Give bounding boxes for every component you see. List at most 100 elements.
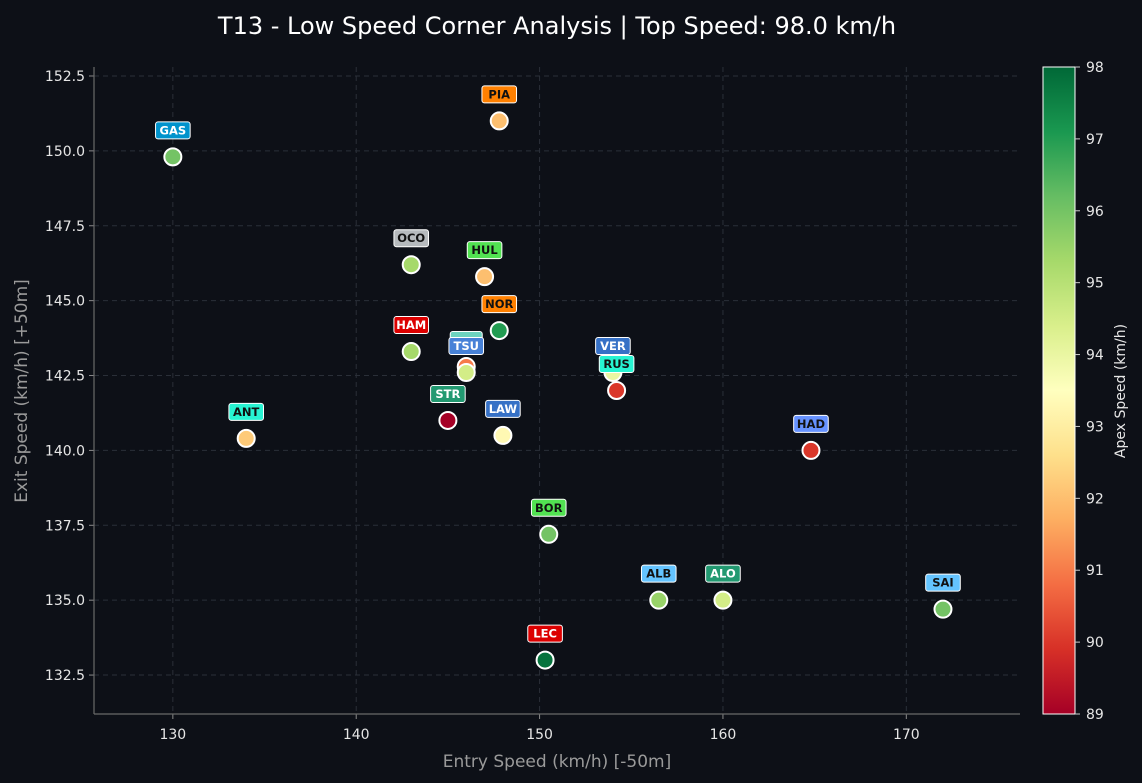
y-tick-label: 142.5 bbox=[45, 369, 85, 385]
point-label: NOR bbox=[481, 295, 518, 314]
point-label: PIA bbox=[481, 85, 518, 104]
colorbar-label: Apex Speed (km/h) bbox=[1113, 324, 1129, 458]
point-label-text: LAW bbox=[489, 402, 518, 416]
axes: 130 140 150 160 170 132.5 135.0 137.5 140.0 142.5… bbox=[45, 67, 1020, 743]
data-point bbox=[493, 425, 513, 445]
y-tick-label: 145.0 bbox=[45, 294, 85, 310]
point-label-text: HAM bbox=[396, 318, 426, 332]
point-label-text: ALO bbox=[710, 567, 736, 581]
point-label-text: PIA bbox=[488, 87, 510, 101]
grid bbox=[94, 67, 1020, 714]
point-label-text: TSU bbox=[453, 339, 478, 353]
point-label-box bbox=[481, 85, 518, 104]
data-point bbox=[489, 111, 509, 131]
data-point bbox=[539, 524, 559, 544]
point-label-box bbox=[793, 414, 829, 433]
x-tick-label: 140 bbox=[343, 727, 370, 743]
point-label-text: STR bbox=[435, 387, 460, 401]
data-point bbox=[401, 342, 421, 362]
point-label-text: GAS bbox=[160, 123, 187, 137]
x-tick-label: 160 bbox=[710, 727, 737, 743]
point-label-text: OCO bbox=[397, 231, 425, 245]
point-label-text: HUL bbox=[471, 243, 498, 257]
colorbar-tick-label: 98 bbox=[1086, 60, 1104, 76]
data-point bbox=[489, 321, 509, 341]
point-label-text: HAD bbox=[797, 417, 825, 431]
y-tick-label: 140.0 bbox=[45, 443, 85, 459]
point-label: RUS bbox=[598, 355, 635, 373]
y-tick-label: 152.5 bbox=[45, 69, 85, 85]
x-tick-label: 170 bbox=[893, 727, 920, 743]
data-point bbox=[456, 363, 476, 383]
point-label: HAM bbox=[393, 316, 430, 335]
point-label-text: BOR bbox=[535, 501, 563, 515]
point-label-box bbox=[155, 121, 191, 140]
data-point bbox=[933, 599, 953, 619]
data-point bbox=[607, 381, 627, 400]
data-point bbox=[401, 255, 421, 275]
data-point bbox=[438, 410, 458, 430]
point-label: STR bbox=[430, 384, 466, 403]
point-labels: GAS PIA OCO HUL NOR HAM TSU VER RUS STR LAW ANT HAD B… bbox=[155, 85, 961, 643]
point-label: HAD bbox=[793, 414, 829, 433]
point-label: LEC bbox=[527, 624, 563, 643]
y-tick-label: 137.5 bbox=[45, 518, 85, 534]
y-tick-label: 150.0 bbox=[45, 144, 85, 160]
data-point bbox=[475, 267, 495, 287]
point-label-box bbox=[925, 573, 961, 592]
y-axis-label: Exit Speed (km/h) [+50m] bbox=[12, 279, 32, 503]
point-label-box bbox=[527, 624, 563, 643]
data-points bbox=[163, 111, 953, 670]
colorbar-tick-label: 97 bbox=[1086, 132, 1104, 148]
point-label: ALO bbox=[705, 564, 741, 583]
colorbar-tick-label: 90 bbox=[1086, 635, 1104, 651]
point-label-box bbox=[640, 564, 677, 583]
x-tick-label: 150 bbox=[526, 727, 553, 743]
point-label-text: ALB bbox=[646, 567, 671, 581]
point-label: GAS bbox=[155, 121, 191, 140]
point-label-box bbox=[430, 384, 466, 403]
point-label: ANT bbox=[228, 402, 264, 421]
point-label-text: RUS bbox=[603, 357, 629, 371]
point-label-box bbox=[393, 229, 430, 248]
point-label-box bbox=[705, 564, 741, 583]
point-label-box bbox=[448, 337, 485, 356]
colorbar-tick-label: 91 bbox=[1086, 563, 1104, 579]
point-label: OCO bbox=[393, 229, 430, 248]
point-label-box bbox=[466, 241, 503, 260]
data-point bbox=[713, 590, 733, 610]
colorbar: 89 90 91 92 93 94 95 96 97 98 bbox=[1042, 60, 1104, 723]
point-label-box bbox=[598, 355, 635, 373]
colorbar-tick-label: 89 bbox=[1086, 707, 1104, 723]
data-point bbox=[649, 590, 669, 610]
point-label-box bbox=[595, 337, 631, 356]
point-label-box bbox=[393, 316, 430, 335]
colorbar-tick-label: 93 bbox=[1086, 419, 1104, 435]
point-label-box bbox=[530, 498, 567, 517]
y-tick-label: 135.0 bbox=[45, 593, 85, 609]
point-label-box bbox=[481, 295, 518, 314]
y-tick-label: 132.5 bbox=[45, 668, 85, 684]
x-tick-label: 130 bbox=[159, 727, 186, 743]
colorbar-tick-label: 92 bbox=[1086, 491, 1104, 507]
colorbar-gradient bbox=[1042, 66, 1076, 715]
x-axis-label: Entry Speed (km/h) [-50m] bbox=[443, 752, 672, 772]
data-point bbox=[163, 147, 183, 167]
point-label-text: LEC bbox=[533, 627, 557, 641]
colorbar-tick-label: 96 bbox=[1086, 204, 1104, 220]
point-label: BOR bbox=[530, 498, 567, 517]
point-label-box bbox=[228, 402, 264, 421]
y-tick-label: 147.5 bbox=[45, 219, 85, 235]
data-point bbox=[801, 440, 821, 460]
point-label: SAI bbox=[925, 573, 961, 592]
colorbar-tick-label: 94 bbox=[1086, 348, 1104, 364]
point-label: ALB bbox=[640, 564, 677, 583]
chart-title: T13 - Low Speed Corner Analysis | Top Sp… bbox=[217, 12, 896, 40]
point-label-text: NOR bbox=[485, 297, 513, 311]
data-point bbox=[236, 428, 256, 448]
point-label-text: SAI bbox=[932, 576, 953, 590]
point-label: VER bbox=[595, 337, 631, 356]
point-label: TSU bbox=[448, 337, 485, 356]
